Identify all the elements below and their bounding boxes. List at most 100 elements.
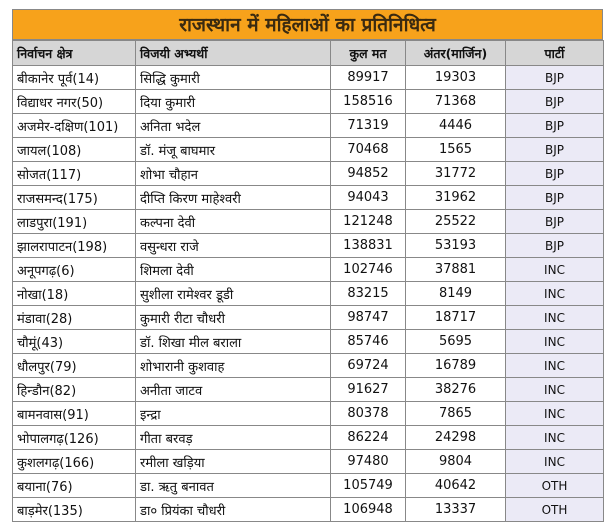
table-cell: सोजत(117) bbox=[12, 161, 136, 186]
table-cell: शोभारानी कुशवाह bbox=[135, 353, 331, 378]
table-cell: दिया कुमारी bbox=[135, 89, 331, 114]
table-cell: INC bbox=[505, 257, 604, 282]
table-cell: 19303 bbox=[405, 65, 506, 90]
table-cell: अजमेर-दक्षिण(101) bbox=[12, 113, 136, 138]
table-row: भोपालगढ़(126) गीता बरवड़ 86224 24298 INC bbox=[12, 425, 604, 450]
table-cell: विद्याधर नगर(50) bbox=[12, 89, 136, 114]
table-cell: 121248 bbox=[330, 209, 406, 234]
table-cell: 53193 bbox=[405, 233, 506, 258]
table-cell: 105749 bbox=[330, 473, 406, 498]
table-cell: जायल(108) bbox=[12, 137, 136, 162]
table-row: अनूपगढ़(6) शिमला देवी 102746 37881 INC bbox=[12, 257, 604, 282]
table-cell: BJP bbox=[505, 233, 604, 258]
table-cell: कुशलगढ़(166) bbox=[12, 449, 136, 474]
table-row: राजसमन्द(175) दीप्ति किरण माहेश्वरी 94043 3… bbox=[12, 185, 604, 210]
table-row: बामनवास(91) इन्द्रा 80378 7865 INC bbox=[12, 401, 604, 426]
table-cell: बाड़मेर(135) bbox=[12, 497, 136, 522]
table-cell: कुमारी रीटा चौधरी bbox=[135, 305, 331, 330]
table-cell: INC bbox=[505, 401, 604, 426]
table-cell: 71368 bbox=[405, 89, 506, 114]
table-row: चौमूं(43) डॉ. शिखा मील बराला 85746 5695 INC bbox=[12, 329, 604, 354]
table-cell: 13337 bbox=[405, 497, 506, 522]
table-cell: INC bbox=[505, 425, 604, 450]
table-cell: 8149 bbox=[405, 281, 506, 306]
table-cell: BJP bbox=[505, 113, 604, 138]
table-cell: 18717 bbox=[405, 305, 506, 330]
table: निर्वाचन क्षेत्र विजयी अभ्यर्थी कुल मत अंतर… bbox=[12, 40, 604, 522]
table-cell: गीता बरवड़ bbox=[135, 425, 331, 450]
table-cell: 70468 bbox=[330, 137, 406, 162]
table-cell: डॉ. शिखा मील बराला bbox=[135, 329, 331, 354]
table-cell: शिमला देवी bbox=[135, 257, 331, 282]
table-cell: 102746 bbox=[330, 257, 406, 282]
table-cell: 4446 bbox=[405, 113, 506, 138]
table-cell: 31772 bbox=[405, 161, 506, 186]
table-cell: अनीता जाटव bbox=[135, 377, 331, 402]
table-cell: BJP bbox=[505, 185, 604, 210]
table-cell: डा० प्रियंका चौधरी bbox=[135, 497, 331, 522]
table-cell: धौलपुर(79) bbox=[12, 353, 136, 378]
table-cell: INC bbox=[505, 305, 604, 330]
header-cell: अंतर(मार्जिन) bbox=[405, 40, 506, 66]
table-cell: INC bbox=[505, 377, 604, 402]
table-cell: बामनवास(91) bbox=[12, 401, 136, 426]
table-cell: OTH bbox=[505, 473, 604, 498]
table-row: लाडपुरा(191) कल्पना देवी 121248 25522 BJP bbox=[12, 209, 604, 234]
table-cell: रमीला खड़िया bbox=[135, 449, 331, 474]
table-row: मंडावा(28) कुमारी रीटा चौधरी 98747 18717 INC bbox=[12, 305, 604, 330]
table-cell: 69724 bbox=[330, 353, 406, 378]
header-cell: विजयी अभ्यर्थी bbox=[135, 40, 331, 66]
table-cell: नोखा(18) bbox=[12, 281, 136, 306]
table-row: कुशलगढ़(166) रमीला खड़िया 97480 9804 INC bbox=[12, 449, 604, 474]
table-cell: 71319 bbox=[330, 113, 406, 138]
table-cell: 97480 bbox=[330, 449, 406, 474]
table-cell: 37881 bbox=[405, 257, 506, 282]
table-cell: मंडावा(28) bbox=[12, 305, 136, 330]
header-row: निर्वाचन क्षेत्र विजयी अभ्यर्थी कुल मत अंतर… bbox=[12, 40, 604, 66]
table-cell: 91627 bbox=[330, 377, 406, 402]
table-cell: BJP bbox=[505, 161, 604, 186]
table-cell: सिद्धि कुमारी bbox=[135, 65, 331, 90]
table-cell: 5695 bbox=[405, 329, 506, 354]
table-row: अजमेर-दक्षिण(101) अनिता भदेल 71319 4446 BJP bbox=[12, 113, 604, 138]
table-cell: बयाना(76) bbox=[12, 473, 136, 498]
table-cell: 138831 bbox=[330, 233, 406, 258]
table-cell: लाडपुरा(191) bbox=[12, 209, 136, 234]
header-cell: कुल मत bbox=[330, 40, 406, 66]
table-cell: 38276 bbox=[405, 377, 506, 402]
table-cell: 86224 bbox=[330, 425, 406, 450]
table-cell: BJP bbox=[505, 137, 604, 162]
table-cell: 25522 bbox=[405, 209, 506, 234]
table-row: बाड़मेर(135) डा० प्रियंका चौधरी 106948 1333… bbox=[12, 497, 604, 522]
table-row: बीकानेर पूर्व(14) सिद्धि कुमारी 89917 19303… bbox=[12, 65, 604, 90]
table-body: बीकानेर पूर्व(14) सिद्धि कुमारी 89917 19303… bbox=[12, 65, 604, 522]
table-cell: 24298 bbox=[405, 425, 506, 450]
table-cell: भोपालगढ़(126) bbox=[12, 425, 136, 450]
table-cell: 158516 bbox=[330, 89, 406, 114]
table-cell: OTH bbox=[505, 497, 604, 522]
table-cell: 80378 bbox=[330, 401, 406, 426]
table-cell: BJP bbox=[505, 65, 604, 90]
table-cell: अनिता भदेल bbox=[135, 113, 331, 138]
table-row: सोजत(117) शोभा चौहान 94852 31772 BJP bbox=[12, 161, 604, 186]
table-cell: दीप्ति किरण माहेश्वरी bbox=[135, 185, 331, 210]
table-container: राजस्थान में महिलाओं का प्रतिनिधित्व निर… bbox=[12, 9, 604, 522]
table-cell: 94852 bbox=[330, 161, 406, 186]
table-row: जायल(108) डॉ. मंजू बाघमार 70468 1565 BJP bbox=[12, 137, 604, 162]
table-cell: INC bbox=[505, 449, 604, 474]
table-cell: 1565 bbox=[405, 137, 506, 162]
header-cell: निर्वाचन क्षेत्र bbox=[12, 40, 136, 66]
table-cell: वसुन्धरा राजे bbox=[135, 233, 331, 258]
table-row: हिन्डौन(82) अनीता जाटव 91627 38276 INC bbox=[12, 377, 604, 402]
table-cell: इन्द्रा bbox=[135, 401, 331, 426]
table-cell: अनूपगढ़(6) bbox=[12, 257, 136, 282]
table-cell: 9804 bbox=[405, 449, 506, 474]
table-cell: डॉ. मंजू बाघमार bbox=[135, 137, 331, 162]
table-cell: INC bbox=[505, 329, 604, 354]
table-cell: 106948 bbox=[330, 497, 406, 522]
table-cell: 89917 bbox=[330, 65, 406, 90]
table-row: बयाना(76) डा. ऋतु बनावत 105749 40642 OTH bbox=[12, 473, 604, 498]
table-cell: 83215 bbox=[330, 281, 406, 306]
table-cell: सुशीला रामेश्वर डूडी bbox=[135, 281, 331, 306]
table-cell: BJP bbox=[505, 209, 604, 234]
